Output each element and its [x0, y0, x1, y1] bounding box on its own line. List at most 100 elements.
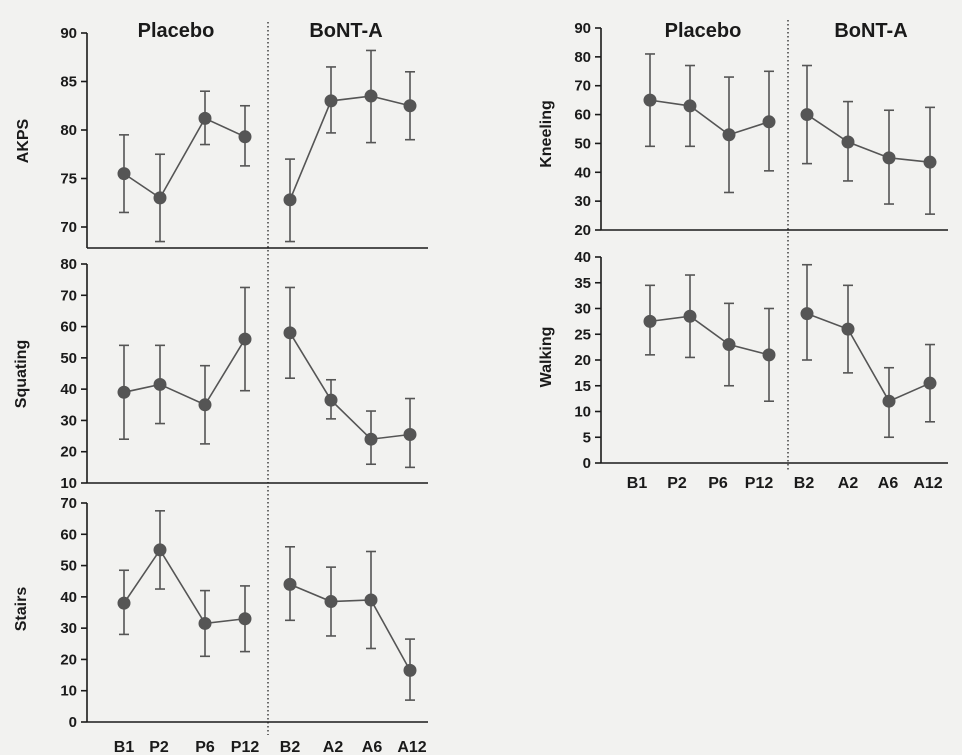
data-point: [643, 93, 657, 107]
y-tick-label: 20: [574, 222, 591, 239]
y-axis-label: Squating: [13, 340, 30, 408]
y-tick-label: 30: [574, 301, 591, 318]
data-point: [324, 94, 338, 108]
x-tick-label: B1: [627, 475, 648, 492]
x-tick-label: B2: [794, 475, 815, 492]
y-tick-label: 20: [574, 352, 591, 369]
y-tick-label: 30: [574, 193, 591, 210]
y-axis-label: AKPS: [15, 118, 32, 163]
data-point: [117, 385, 131, 399]
y-tick-label: 40: [574, 164, 591, 181]
y-tick-label: 70: [574, 78, 591, 95]
y-tick-label: 60: [574, 107, 591, 124]
series-line: [123, 338, 246, 406]
data-point: [364, 89, 378, 103]
data-point: [722, 338, 736, 352]
y-axis-label: Kneeling: [538, 100, 555, 168]
data-point: [117, 596, 131, 610]
x-tick-label: A12: [397, 739, 426, 755]
y-tick-label: 50: [60, 350, 77, 367]
x-tick-label: A2: [323, 739, 344, 755]
data-point: [324, 393, 338, 407]
walking-panel: 0 5 10 15 20 25 30 35 40 Walking: [538, 249, 948, 472]
y-tick-label: 15: [574, 378, 591, 395]
series-line: [289, 95, 411, 201]
y-tick-label: 30: [60, 620, 77, 637]
data-point: [841, 135, 855, 149]
data-point: [403, 663, 417, 677]
y-tick-label: 5: [583, 429, 591, 446]
data-point: [882, 394, 896, 408]
x-tick-label: A6: [878, 475, 899, 492]
data-point: [324, 595, 338, 609]
data-point: [800, 307, 814, 321]
data-point: [153, 377, 167, 391]
data-point: [403, 99, 417, 113]
y-tick-label: 80: [574, 49, 591, 66]
data-point: [198, 616, 212, 630]
y-tick-label: 90: [60, 25, 77, 42]
x-tick-label: B1: [114, 739, 135, 755]
series-line: [289, 332, 411, 441]
right-x-axis-labels: B1 P2 P6 P12 B2 A2 A6 A12: [627, 475, 943, 492]
series-line: [289, 583, 411, 671]
y-tick-label: 60: [60, 319, 77, 336]
left-x-axis-labels: B1 P2 P6 P12 B2 A2 A6 A12: [114, 739, 427, 755]
data-point: [198, 111, 212, 125]
x-tick-label: P2: [149, 739, 169, 755]
y-tick-label: 40: [60, 589, 77, 606]
left-bonta-header: BoNT-A: [309, 20, 382, 42]
data-point: [683, 309, 697, 323]
y-tick-label: 20: [60, 444, 77, 461]
y-tick-label: 90: [574, 20, 591, 37]
kneeling-panel: 20 30 40 50 60 70 80 90 Kneeling: [538, 20, 948, 239]
y-tick-label: 50: [60, 558, 77, 575]
data-point: [283, 577, 297, 591]
akps-panel: 70 75 80 85 90 AKPS: [15, 25, 428, 249]
data-point: [198, 398, 212, 412]
series-line: [806, 113, 931, 163]
y-tick-label: 10: [60, 683, 77, 700]
series-line: [649, 99, 770, 136]
data-point: [683, 99, 697, 113]
y-tick-label: 40: [574, 249, 591, 266]
y-tick-label: 85: [60, 74, 77, 91]
data-point: [643, 314, 657, 328]
stairs-panel: 0 10 20 30 40 50 60 70 Stairs: [13, 495, 428, 731]
series-line: [649, 315, 770, 356]
data-point: [403, 428, 417, 442]
x-tick-label: P12: [231, 739, 260, 755]
y-tick-label: 80: [60, 256, 77, 273]
y-tick-label: 70: [60, 495, 77, 512]
series-line: [123, 548, 246, 625]
data-point: [923, 155, 937, 169]
data-point: [800, 108, 814, 122]
right-bonta-header: BoNT-A: [834, 20, 907, 42]
data-point: [117, 167, 131, 181]
y-tick-label: 0: [583, 455, 591, 472]
x-tick-label: P6: [195, 739, 215, 755]
x-tick-label: P12: [745, 475, 774, 492]
squating-panel: 10 20 30 40 50 60 70 80 Squating: [13, 256, 428, 492]
data-point: [153, 191, 167, 205]
data-point: [238, 612, 252, 626]
x-tick-label: P6: [708, 475, 728, 492]
y-tick-label: 75: [60, 171, 77, 188]
x-tick-label: A12: [913, 475, 942, 492]
y-tick-label: 35: [574, 275, 591, 292]
data-point: [882, 151, 896, 165]
y-tick-label: 70: [60, 287, 77, 304]
y-axis-label: Stairs: [13, 587, 30, 632]
left-placebo-header: Placebo: [138, 20, 215, 42]
y-tick-label: 10: [574, 404, 591, 421]
y-tick-label: 20: [60, 651, 77, 668]
y-tick-label: 70: [60, 219, 77, 236]
y-tick-label: 10: [60, 475, 77, 492]
y-tick-label: 50: [574, 135, 591, 152]
data-point: [283, 326, 297, 340]
y-tick-label: 60: [60, 526, 77, 543]
x-tick-label: A2: [838, 475, 859, 492]
series-line: [806, 312, 931, 403]
x-tick-label: P2: [667, 475, 687, 492]
